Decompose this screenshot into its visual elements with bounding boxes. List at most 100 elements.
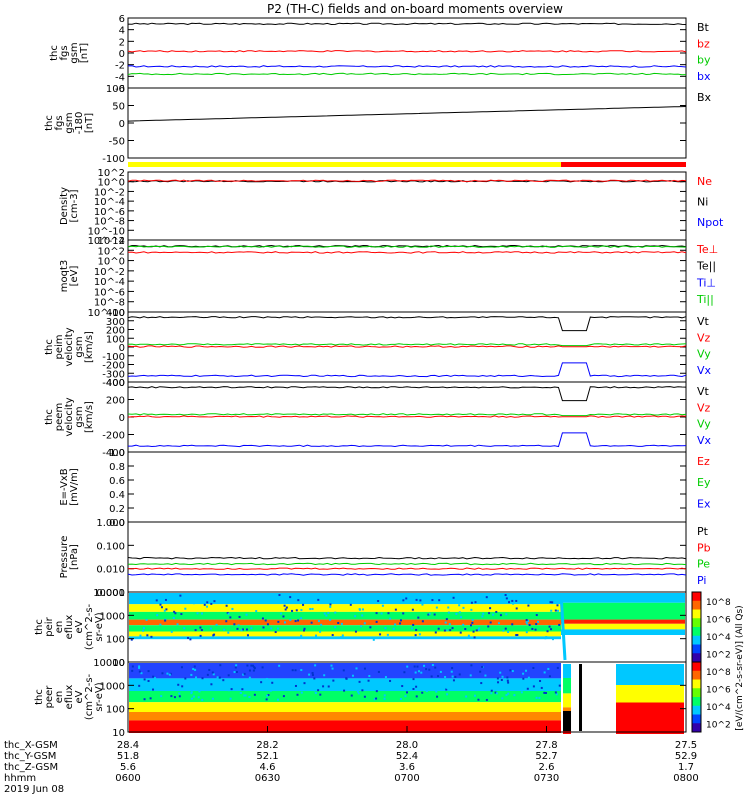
spectrogram-speckle <box>244 694 247 697</box>
spectrogram-speckle <box>138 665 141 668</box>
spectrogram-speckle <box>168 673 171 676</box>
y-axis-label: gsm <box>69 42 80 63</box>
orbit-row-value: 2.6 <box>539 762 555 773</box>
y-tick-label: 0.0 <box>109 518 125 529</box>
spectrogram-speckle <box>418 633 421 636</box>
spectrogram-speckle <box>317 620 320 623</box>
spectrogram-speckle <box>363 695 366 698</box>
spectrogram-speckle <box>381 604 384 607</box>
spectrogram-speckle <box>330 598 333 601</box>
spectrogram-speckle <box>404 695 407 698</box>
spectrogram-speckle <box>539 679 542 682</box>
spectrogram-speckle <box>297 599 300 602</box>
spectrogram-speckle <box>416 665 419 668</box>
y-axis-label: eV <box>74 620 85 633</box>
series-line <box>127 245 687 248</box>
spectrogram-speckle <box>403 671 406 674</box>
spectrogram-speckle <box>240 629 243 632</box>
spectrogram-speckle <box>462 623 465 626</box>
spectrogram-band <box>129 636 562 640</box>
orbit-row-value: 5.6 <box>120 762 136 773</box>
spectrogram-speckle <box>485 698 488 701</box>
spectrogram-speckle <box>145 618 148 621</box>
spectrogram-speckle <box>130 638 133 641</box>
spectrogram-speckle <box>527 676 530 679</box>
spectrogram-speckle <box>470 664 473 667</box>
spectrogram-speckle <box>415 685 418 688</box>
spectrogram-speckle <box>329 603 332 606</box>
spectrogram-speckle <box>340 622 343 625</box>
spectrogram-speckle <box>376 596 379 599</box>
spectrogram-band <box>616 702 684 734</box>
spectrogram-speckle <box>248 695 251 698</box>
spectrogram-speckle <box>527 604 530 607</box>
spectrogram-speckle <box>332 679 335 682</box>
spectrogram-speckle <box>496 677 499 680</box>
spectrogram-speckle <box>331 634 334 637</box>
orbit-row-label: thc_X-GSM <box>4 740 58 751</box>
spectrogram-speckle <box>246 664 249 667</box>
spectrogram-speckle <box>490 689 493 692</box>
spectrogram-speckle <box>497 681 500 684</box>
y-tick-label: -400 <box>102 378 125 389</box>
y-axis-label: [nPa] <box>69 544 80 570</box>
spectrogram-speckle <box>525 621 528 624</box>
spectrogram-speckle <box>547 667 550 670</box>
spectrogram-speckle <box>450 670 453 673</box>
spectrogram-speckle <box>423 664 426 667</box>
spectrogram-speckle <box>435 690 438 693</box>
y-tick-label: 100 <box>106 635 125 646</box>
spectrogram-speckle <box>235 670 238 673</box>
y-tick-label: 1.0 <box>109 448 125 459</box>
spectrogram-speckle <box>252 669 255 672</box>
spectrogram-speckle <box>500 678 503 681</box>
spectrogram-speckle <box>153 678 156 681</box>
spectrogram-speckle <box>230 688 233 691</box>
spectrogram-block <box>579 664 583 731</box>
spectrogram-speckle <box>349 603 352 606</box>
spectrogram-speckle <box>394 623 397 626</box>
spectrogram-band <box>129 678 562 691</box>
spectrogram-speckle <box>434 631 437 634</box>
spectrogram-speckle <box>399 697 402 700</box>
spectrogram-speckle <box>497 622 500 625</box>
spectrogram-speckle <box>528 623 531 626</box>
spectrogram-speckle <box>196 612 199 615</box>
spectrogram-speckle <box>477 698 480 701</box>
legend-entry: Bt <box>697 21 710 34</box>
spectrogram-speckle <box>481 615 484 618</box>
spectrogram-speckle <box>285 606 288 609</box>
spectrogram-speckle <box>410 599 413 602</box>
series-line <box>127 345 687 348</box>
legend-entry: Npot <box>697 216 724 229</box>
spectrogram-speckle <box>458 604 461 607</box>
colorbar-segment <box>692 688 701 698</box>
orbit-row-value: 28.0 <box>396 740 418 751</box>
spectrogram-speckle <box>430 675 433 678</box>
spectrogram-speckle <box>506 676 509 679</box>
spectrogram-speckle <box>418 670 421 673</box>
spectrogram-band <box>129 691 562 703</box>
spectrogram-speckle <box>294 684 297 687</box>
spectrogram-speckle <box>233 623 236 626</box>
spectrogram-speckle <box>438 599 441 602</box>
spectrogram-speckle <box>436 695 439 698</box>
spectrogram-speckle <box>446 693 449 696</box>
legend-entry: Ni <box>697 196 708 209</box>
orbit-row-value: 3.6 <box>399 762 415 773</box>
spectrogram-speckle <box>556 666 559 669</box>
spectrogram-speckle <box>427 613 430 616</box>
spectrogram-speckle <box>303 627 306 630</box>
y-axis-label: thc <box>34 689 45 705</box>
spectrogram-speckle <box>295 609 298 612</box>
spectrogram-speckle <box>170 695 173 698</box>
spectrogram-speckle <box>164 619 167 622</box>
spectrogram-speckle <box>201 677 204 680</box>
y-tick-label: 100 <box>106 705 125 716</box>
colorbar-tick-label: 10^4 <box>706 703 731 713</box>
spectrogram-speckle <box>311 607 314 610</box>
spectrogram-band <box>561 619 685 624</box>
y-axis-label: fgs <box>59 45 70 60</box>
spectrogram-speckle <box>155 599 158 602</box>
spectrogram-speckle <box>300 617 303 620</box>
